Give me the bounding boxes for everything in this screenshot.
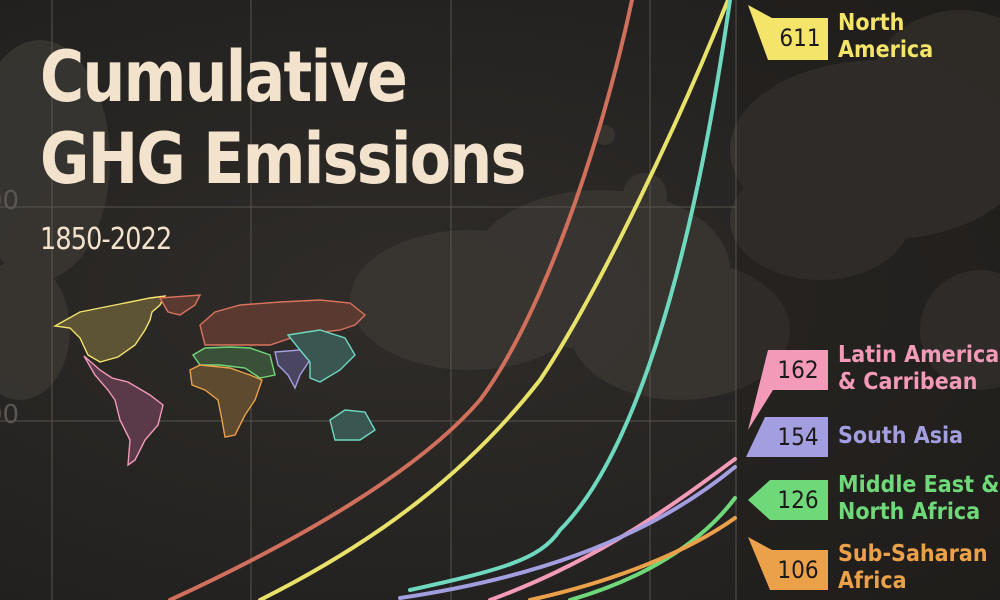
label-line-1: North xyxy=(838,10,905,36)
label-line-2: Africa xyxy=(838,568,907,594)
map-sub-saharan-africa xyxy=(189,364,263,438)
label-south-asia: South Asia xyxy=(838,423,963,450)
flag-sub-saharan-africa xyxy=(748,537,828,590)
value-latin-america: 162 xyxy=(777,356,819,384)
page-title: Cumulative GHG Emissions xyxy=(40,36,526,200)
label-line-2: North Africa xyxy=(838,499,981,525)
line-sub-saharan-africa xyxy=(528,516,737,600)
label-line-1: Sub-Saharan xyxy=(838,541,988,567)
value-sub-saharan-africa: 106 xyxy=(777,556,819,584)
flag-south-asia xyxy=(746,417,828,457)
line-east-asia-pacific xyxy=(408,0,732,592)
map-north-america xyxy=(52,295,167,363)
flag-north-america xyxy=(748,5,828,60)
label-line-1: South Asia xyxy=(838,423,964,449)
title-line-2: GHG Emissions xyxy=(40,118,526,200)
map-east-asia-pacific xyxy=(286,329,356,383)
line-north-america xyxy=(258,0,730,600)
line-mena xyxy=(568,496,737,600)
y-axis-tick-lower: 00 xyxy=(0,400,20,430)
label-line-1: Middle East & xyxy=(838,472,1000,498)
chart-lines xyxy=(168,0,737,600)
label-mena: Middle East & North Africa xyxy=(838,472,999,526)
label-sub-saharan-africa: Sub-Saharan Africa xyxy=(838,541,988,595)
flag-mena xyxy=(748,480,828,520)
y-axis-tick-upper: 00 xyxy=(0,186,20,216)
label-line-2: America xyxy=(838,37,934,63)
label-line-1: Latin America xyxy=(838,342,1000,368)
map-mena xyxy=(191,346,276,379)
value-mena: 126 xyxy=(777,486,819,514)
value-north-america: 611 xyxy=(779,24,821,52)
map-latin-america xyxy=(83,355,164,467)
line-europe-central-asia xyxy=(168,0,634,600)
label-line-2: & Carribean xyxy=(838,369,978,395)
title-line-1: Cumulative xyxy=(40,36,408,118)
map-greenland xyxy=(158,294,202,316)
subtitle-years: 1850-2022 xyxy=(40,222,172,257)
label-latin-america: Latin America & Carribean xyxy=(838,342,999,396)
value-flags xyxy=(746,5,828,590)
flag-latin-america xyxy=(748,350,828,430)
label-north-america: North America xyxy=(838,10,933,64)
line-south-asia xyxy=(398,465,737,600)
map-europe-central-asia xyxy=(199,299,367,346)
value-south-asia: 154 xyxy=(777,423,819,451)
world-map xyxy=(52,294,376,467)
map-australia xyxy=(329,409,376,441)
